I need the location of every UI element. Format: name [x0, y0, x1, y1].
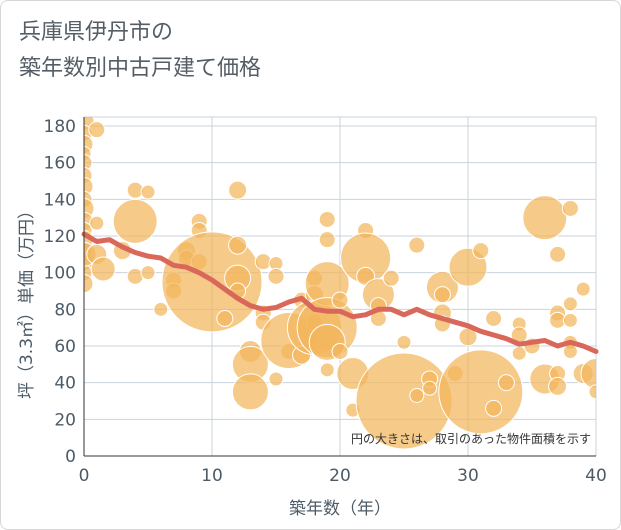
bubble-27 [153, 301, 169, 317]
bubble-6 [84, 176, 94, 196]
bubble-92 [497, 374, 515, 392]
y-tick-labels: 0 20 40 60 80 100 120 140 160 180 [44, 117, 76, 467]
x-tick-label-2: 20 [329, 466, 351, 486]
bubble-74 [382, 269, 400, 287]
x-tick-label-1: 10 [201, 466, 223, 486]
y-tick-label-5: 100 [44, 264, 76, 284]
chart-title: 兵庫県伊丹市の 築年数別中古戸建て価格 [19, 15, 261, 87]
bubble-38 [228, 235, 248, 255]
y-tick-label-8: 160 [44, 154, 76, 174]
bubble-20 [90, 256, 116, 282]
y-tick-label-9: 180 [44, 117, 76, 137]
bubble-88 [472, 242, 490, 260]
y-tick-label-7: 140 [44, 190, 76, 210]
bubble-104 [561, 199, 579, 217]
x-tick-label-4: 40 [585, 466, 607, 486]
bubble-64 [331, 291, 349, 309]
bubble-65 [331, 342, 349, 360]
bubble-4 [84, 154, 93, 172]
bubble-25 [140, 184, 156, 200]
x-tick-labels: 0 10 20 30 40 [79, 466, 607, 486]
y-tick-label-4: 80 [54, 300, 76, 320]
bubble-15 [84, 274, 94, 294]
bubble-17 [88, 121, 106, 139]
bubble-78 [409, 387, 425, 403]
bubble-91 [485, 399, 503, 417]
bubble-103 [548, 376, 568, 396]
chart-title-line-1: 兵庫県伊丹市の [19, 20, 174, 45]
y-tick-label-1: 20 [54, 410, 76, 430]
bubble-76 [396, 334, 412, 350]
y-tick-label-0: 0 [65, 447, 76, 467]
x-tick-label-3: 30 [457, 466, 479, 486]
x-tick-label-0: 0 [79, 466, 90, 486]
bubble-18 [89, 215, 105, 231]
bubble-63 [319, 362, 335, 378]
bubble-111 [580, 358, 596, 389]
bubble-58 [318, 210, 336, 228]
bubble-series [84, 117, 596, 450]
bubble-89 [438, 349, 524, 435]
bubble-99 [549, 245, 567, 263]
y-axis-label: 坪（3.3㎡）単価（万円） [17, 202, 37, 399]
chart-title-line-2: 築年数別中古戸建て価格 [19, 56, 262, 81]
bubble-97 [522, 195, 568, 241]
bubble-82 [433, 286, 451, 304]
y-tick-label-2: 40 [54, 374, 76, 394]
bubble-80 [422, 380, 438, 396]
y-tick-label-6: 120 [44, 227, 76, 247]
y-tick-label-3: 60 [54, 337, 76, 357]
bubble-108 [562, 343, 578, 359]
bubble-77 [408, 236, 426, 254]
bubble-23 [112, 198, 158, 244]
bubble-109 [575, 281, 591, 297]
bubble-49 [268, 371, 284, 387]
bubble-26 [140, 265, 156, 281]
bubble-112 [588, 384, 596, 400]
axes [83, 117, 596, 457]
bubble-59 [318, 231, 336, 249]
bubble-36 [216, 309, 234, 327]
trend-line [81, 231, 599, 354]
bubble-90 [485, 309, 503, 327]
bubble-37 [228, 180, 248, 200]
bubble-48 [267, 267, 285, 285]
size-note: 円の大きさは、取引のあった物件面積を示す [351, 431, 591, 446]
bubble-43 [231, 373, 269, 411]
x-axis-label: 築年数（年） [289, 499, 391, 519]
bubble-106 [562, 312, 578, 328]
bubble-105 [562, 296, 578, 312]
